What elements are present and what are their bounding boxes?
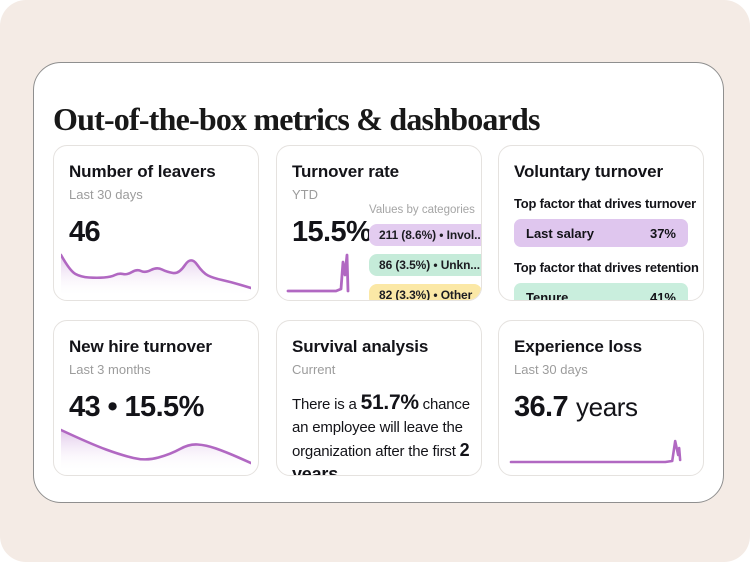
- leavers-value: 46: [69, 216, 101, 248]
- card-title: New hire turnover: [69, 337, 212, 356]
- new-hire-value: 43 • 15.5%: [69, 391, 204, 423]
- card-voluntary-turnover: Voluntary turnover Top factor that drive…: [498, 145, 704, 301]
- card-new-hire-turnover: New hire turnover Last 3 months 43 • 15.…: [53, 320, 259, 476]
- statement-post: .: [338, 467, 343, 476]
- legend-title: Values by categories: [369, 204, 475, 216]
- card-title: Experience loss: [514, 337, 642, 356]
- card-survival-analysis: Survival analysis Current There is a 51.…: [276, 320, 482, 476]
- turnover-categories-legend: Values by categories 211 (8.6%) • Invol.…: [369, 204, 481, 300]
- survival-chance-value: 51.7%: [360, 391, 419, 414]
- category-badge-involuntary: 211 (8.6%) • Invol...: [369, 224, 481, 246]
- dashboard-panel: Out-of-the-box metrics & dashboards Numb…: [33, 62, 724, 503]
- survival-duration-value: 2 years: [292, 440, 470, 476]
- turnover-sparkline-chart: [286, 253, 350, 293]
- factor-value: 41%: [649, 289, 676, 301]
- card-title: Turnover rate: [292, 162, 400, 181]
- experience-loss-value: 36.7 years: [514, 391, 688, 424]
- turnover-factor-pill: Last salary 37%: [514, 219, 688, 247]
- card-title: Voluntary turnover: [514, 162, 664, 181]
- page-title: Out-of-the-box metrics & dashboards: [53, 101, 540, 138]
- turnover-rate-value: 15.5%: [292, 216, 372, 248]
- experience-unit: years: [576, 392, 638, 422]
- card-period: Last 30 days: [69, 187, 143, 202]
- new-hire-sparkline-chart: [61, 428, 251, 472]
- card-number-of-leavers: Number of leavers Last 30 days 46: [53, 145, 259, 301]
- card-period: YTD: [292, 187, 318, 202]
- retention-factor-label: Top factor that drives retention: [514, 260, 699, 275]
- statement-pre: There is a: [292, 396, 361, 413]
- card-experience-loss: Experience loss Last 30 days 36.7 years: [498, 320, 704, 476]
- statement-mid: chance an employee will leave the organi…: [292, 396, 470, 460]
- survival-statement: There is a 51.7% chance an employee will…: [292, 391, 472, 476]
- factor-name: Tenure: [526, 289, 569, 301]
- turnover-factor-label: Top factor that drives turnover: [514, 196, 697, 211]
- card-period: Last 30 days: [514, 362, 588, 377]
- experience-number: 36.7: [514, 391, 569, 423]
- card-title: Number of leavers: [69, 162, 216, 181]
- factor-value: 37%: [649, 225, 676, 241]
- retention-factor-pill: Tenure 41%: [514, 283, 688, 301]
- category-badge-unknown: 86 (3.5%) • Unkn...: [369, 254, 481, 276]
- factor-name: Last salary: [526, 225, 594, 241]
- category-badge-other: 82 (3.3%) • Other: [369, 284, 481, 300]
- leavers-sparkline-chart: [61, 253, 251, 297]
- experience-sparkline-chart: [509, 439, 682, 464]
- card-period: Last 3 months: [69, 362, 151, 377]
- card-period: Current: [292, 362, 336, 377]
- card-turnover-rate: Turnover rate YTD 15.5% Values by catego…: [276, 145, 482, 301]
- card-title: Survival analysis: [292, 337, 429, 356]
